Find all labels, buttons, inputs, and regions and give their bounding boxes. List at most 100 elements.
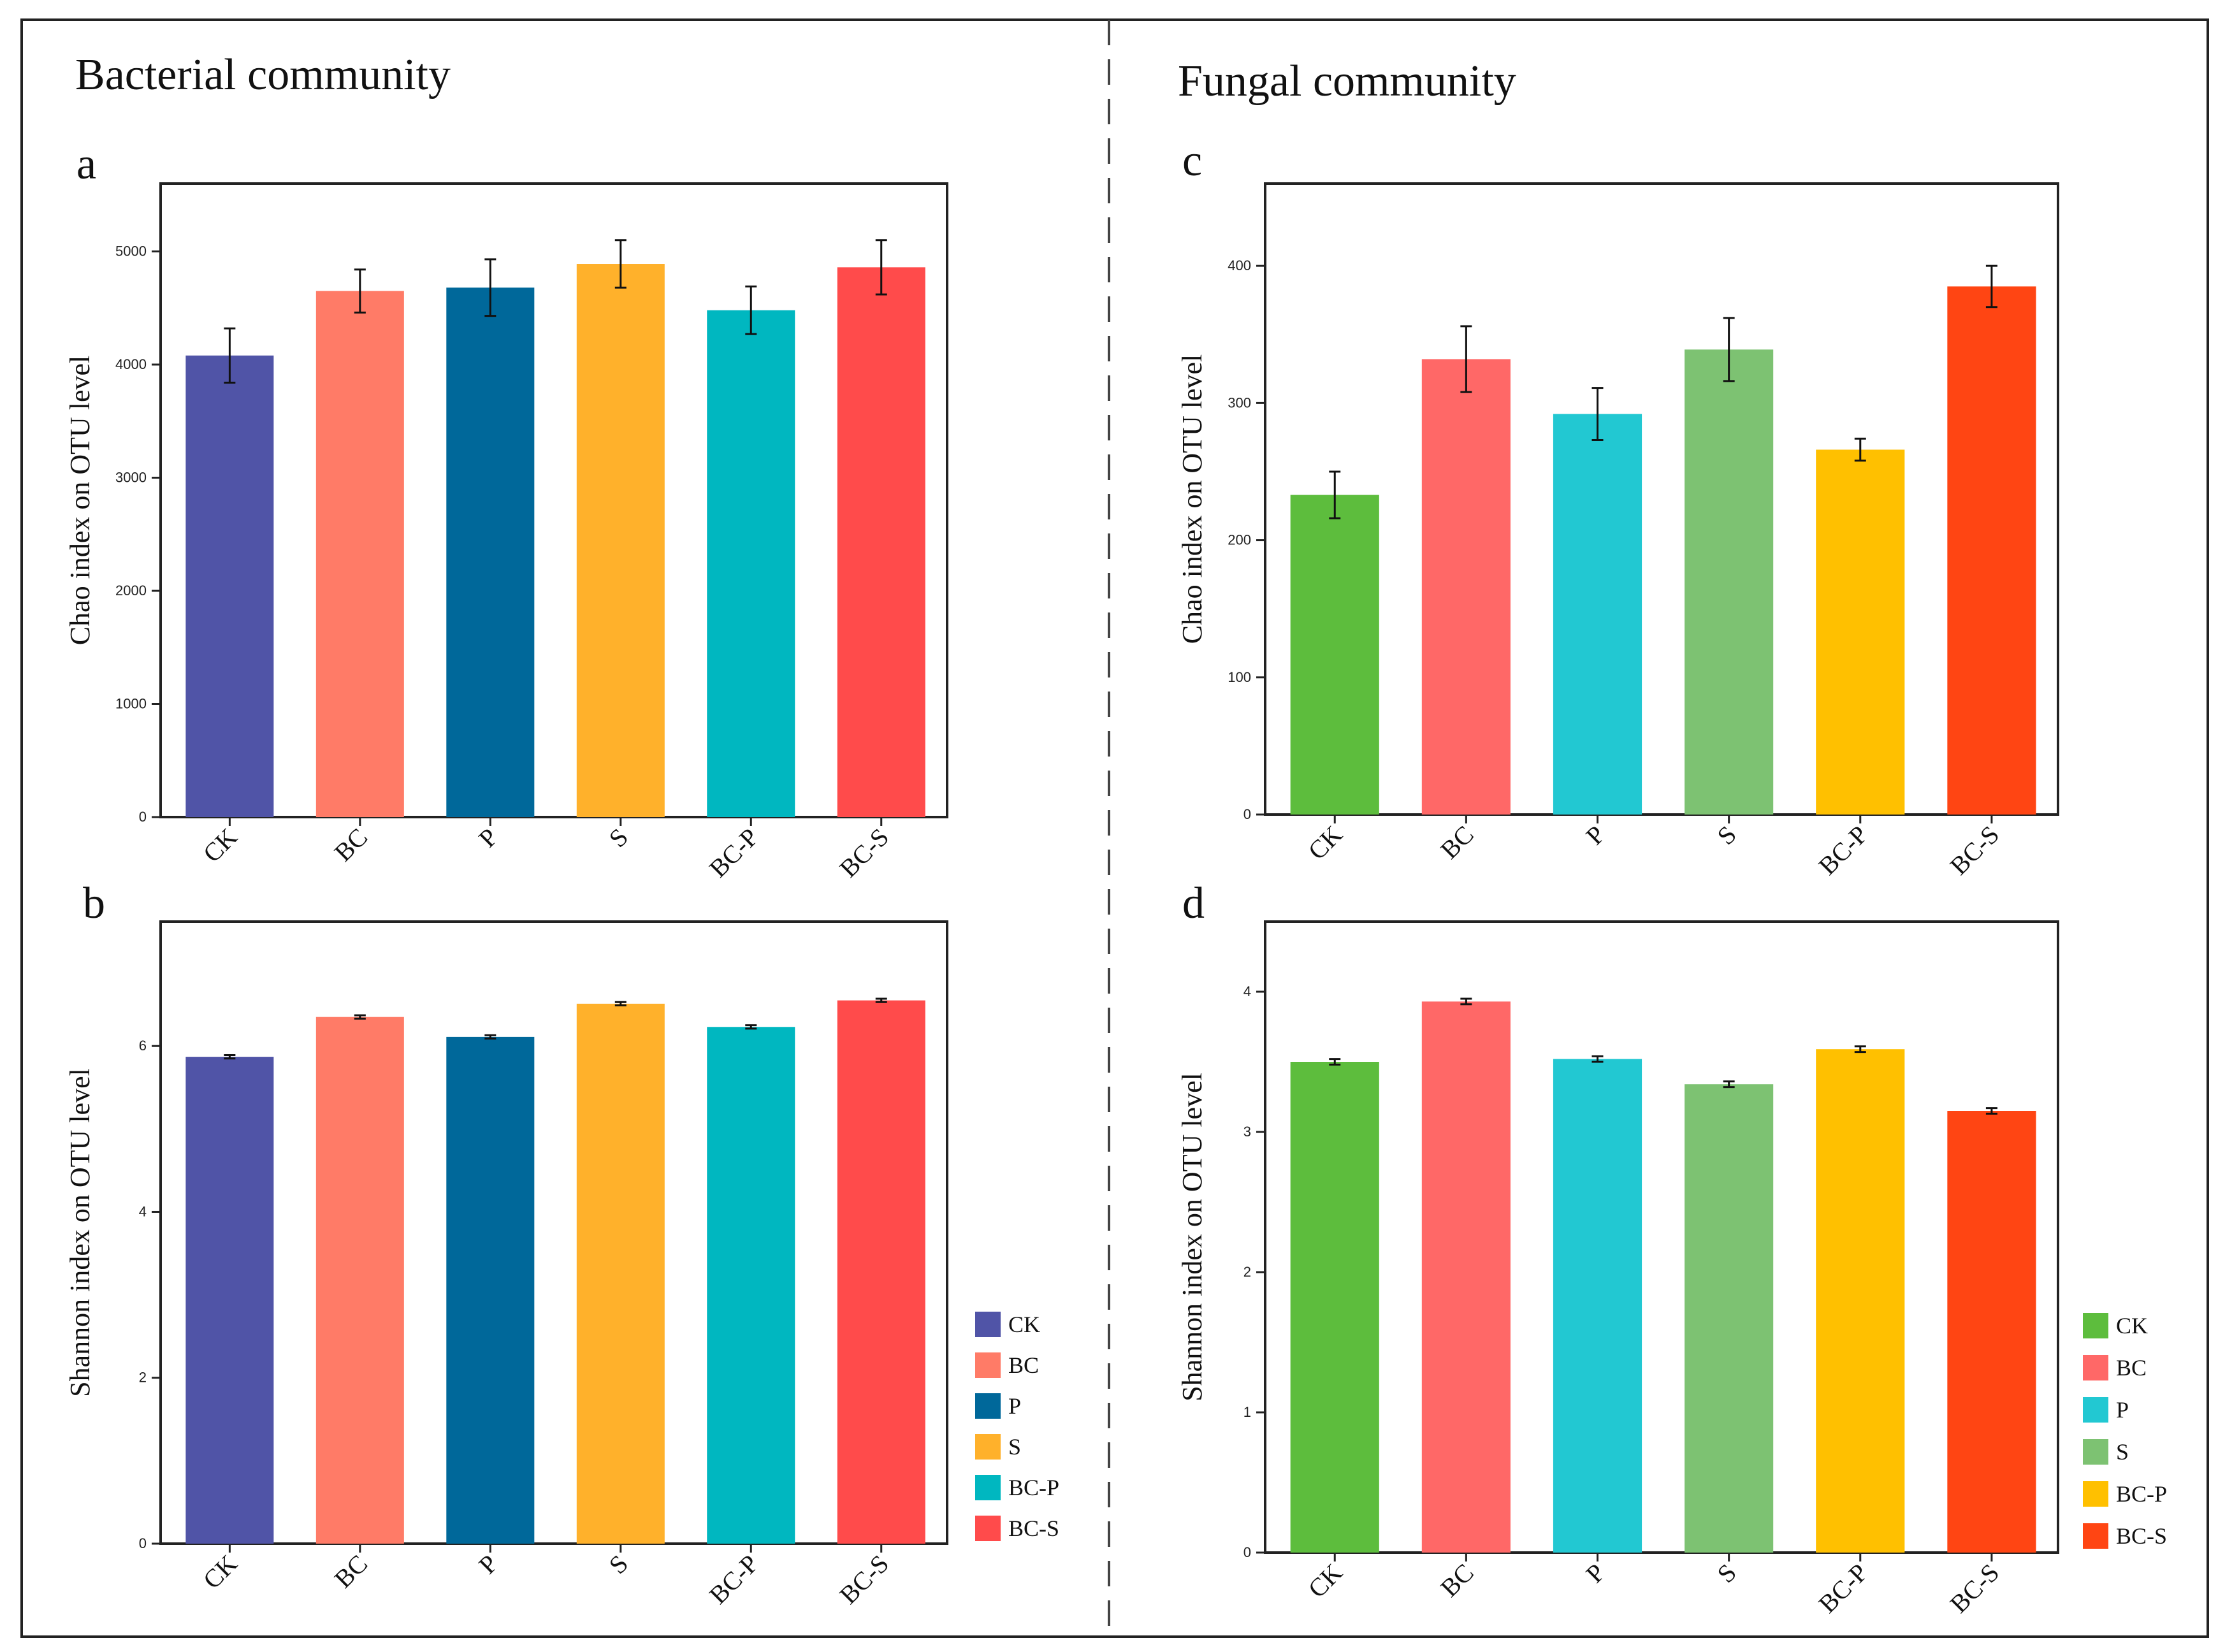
legend-label: BC	[1008, 1352, 1039, 1378]
y-tick-label: 6	[139, 1038, 147, 1054]
x-tick-label: P	[1580, 1558, 1611, 1589]
legend-swatch	[2083, 1481, 2108, 1507]
x-tick-label: CK	[1302, 1558, 1347, 1603]
y-tick-label: 0	[139, 1535, 147, 1551]
y-tick-label: 0	[139, 809, 147, 825]
y-tick-label: 5000	[115, 243, 147, 259]
y-tick-label: 0	[1243, 1544, 1251, 1560]
bar-bc-s	[837, 267, 925, 818]
legend-label: P	[2116, 1397, 2129, 1423]
fungal-section-title: Fungal community	[1178, 57, 1516, 106]
legend-label: CK	[2116, 1313, 2148, 1338]
legend-swatch	[975, 1352, 1001, 1378]
bar-s	[1685, 1084, 1774, 1553]
bar-bc-p	[707, 310, 795, 817]
x-tick-label: P	[1580, 820, 1611, 851]
bar-ck	[185, 355, 274, 817]
y-tick-label: 100	[1228, 669, 1251, 685]
legend-label: BC-S	[1008, 1516, 1059, 1541]
chart-panel-c: c 0 100 200 300 400 Chao index on OTU level CK B…	[1177, 136, 2059, 881]
y-tick-label: 300	[1228, 395, 1251, 410]
x-tick-label: BC-S	[1945, 820, 2005, 881]
y-tick-label: 4	[139, 1203, 147, 1219]
bar-s	[576, 264, 665, 817]
bar-p	[1553, 414, 1642, 815]
bar-p	[446, 1036, 535, 1544]
x-tick-label: S	[1711, 1558, 1742, 1589]
x-tick-label: S	[604, 1549, 634, 1580]
bar-ck	[1290, 1062, 1379, 1553]
bar-bc-s	[1947, 1111, 2036, 1553]
bar-bc-s	[837, 1000, 925, 1544]
y-tick-label: 0	[1243, 806, 1251, 822]
y-tick-label: 2	[1243, 1264, 1251, 1280]
legend-swatch	[2083, 1397, 2108, 1423]
panel-label: d	[1182, 879, 1205, 928]
plot-frame	[1264, 182, 2059, 816]
x-tick-label: S	[604, 823, 634, 853]
legend-label: BC	[2116, 1355, 2147, 1380]
legend-swatch	[2083, 1313, 2108, 1338]
bar-bc	[1421, 1001, 1511, 1553]
x-tick-label: BC-S	[834, 1549, 894, 1610]
legend: CK BC PS BC-P BC-S	[2083, 1313, 2167, 1549]
y-tick-label: 1000	[115, 696, 147, 712]
bar-bc-p	[707, 1027, 795, 1544]
figure-border	[20, 18, 2209, 1638]
bar-p	[1553, 1059, 1642, 1553]
x-tick-label: P	[473, 1549, 504, 1580]
x-tick-label: BC-S	[834, 823, 894, 883]
legend-label: BC-S	[2116, 1523, 2167, 1549]
bar-bc-p	[1816, 449, 1905, 815]
legend-swatch	[2083, 1523, 2108, 1549]
bar-ck	[1290, 495, 1379, 815]
y-tick-label: 2	[139, 1370, 147, 1386]
y-axis-label: Shannon index on OTU level	[1177, 1073, 1208, 1402]
panel-label: a	[76, 140, 96, 189]
x-tick-label: CK	[1302, 820, 1347, 865]
legend-swatch	[975, 1393, 1001, 1419]
x-tick-label: BC	[329, 1549, 373, 1594]
legend-swatch	[975, 1475, 1001, 1500]
y-tick-label: 200	[1228, 532, 1251, 548]
legend-swatch	[2083, 1439, 2108, 1465]
y-tick-label: 3	[1243, 1124, 1251, 1140]
y-tick-label: 400	[1228, 257, 1251, 273]
x-tick-label: BC-P	[704, 823, 764, 883]
x-tick-label: P	[473, 823, 504, 853]
panel-label: c	[1182, 136, 1202, 185]
x-tick-label: BC-P	[1813, 1558, 1873, 1619]
legend-swatch	[975, 1516, 1001, 1541]
bar-ck	[185, 1057, 274, 1544]
x-tick-label: BC	[1435, 820, 1479, 865]
x-tick-label: BC-P	[704, 1549, 764, 1610]
y-tick-label: 4000	[115, 356, 147, 372]
x-tick-label: BC	[329, 823, 373, 867]
bacterial-section-title: Bacterial community	[75, 50, 451, 99]
y-tick-label: 4	[1243, 983, 1251, 999]
bar-bc	[315, 1017, 404, 1544]
x-tick-label: S	[1711, 820, 1742, 851]
legend-label: BC-P	[2116, 1481, 2167, 1507]
y-axis-label: Chao index on OTU level	[1177, 354, 1208, 644]
y-axis-label: Chao index on OTU level	[64, 356, 96, 646]
y-axis-label: Shannon index on OTU level	[64, 1068, 96, 1397]
chart-panel-a: a 0 1000 2000 3000 4000 5000 Chao index on OTU …	[64, 140, 948, 883]
legend-label: S	[2116, 1439, 2129, 1465]
y-tick-label: 1	[1243, 1404, 1251, 1420]
y-tick-label: 3000	[115, 470, 147, 486]
x-tick-label: CK	[198, 822, 243, 867]
bar-s	[576, 1003, 665, 1544]
bar-p	[446, 287, 535, 817]
bar-bc-p	[1816, 1049, 1905, 1553]
legend-swatch	[2083, 1355, 2108, 1380]
x-tick-label: BC	[1435, 1558, 1479, 1603]
x-tick-label: BC-S	[1945, 1558, 2005, 1619]
bar-bc-s	[1947, 286, 2036, 815]
bar-bc	[1421, 359, 1511, 815]
bar-bc	[315, 291, 404, 817]
plot-frame	[159, 920, 948, 1545]
